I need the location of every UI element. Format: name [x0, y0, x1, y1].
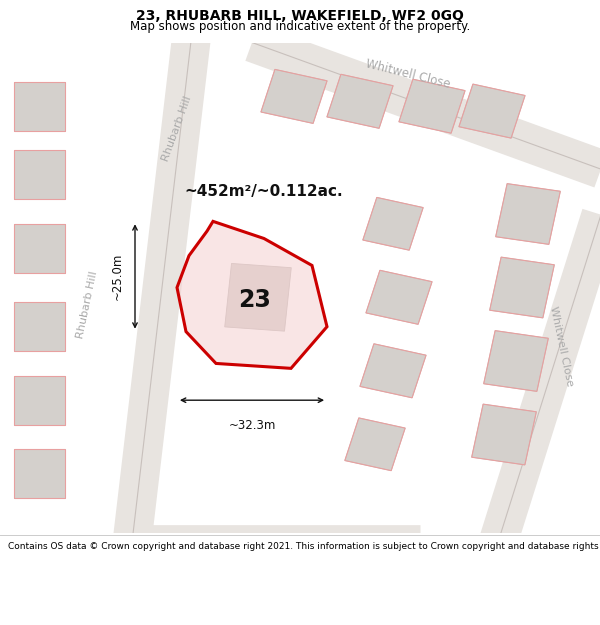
- Polygon shape: [363, 198, 423, 250]
- Text: Whitwell Close: Whitwell Close: [548, 306, 574, 388]
- Text: Whitwell Close: Whitwell Close: [364, 58, 452, 91]
- Polygon shape: [484, 331, 548, 391]
- Polygon shape: [399, 79, 465, 133]
- Text: ~25.0m: ~25.0m: [111, 253, 124, 300]
- Polygon shape: [261, 69, 327, 123]
- Text: Map shows position and indicative extent of the property.: Map shows position and indicative extent…: [130, 20, 470, 33]
- Polygon shape: [14, 150, 65, 199]
- Polygon shape: [496, 184, 560, 244]
- Polygon shape: [14, 224, 65, 272]
- Polygon shape: [14, 302, 65, 351]
- Text: Contains OS data © Crown copyright and database right 2021. This information is : Contains OS data © Crown copyright and d…: [8, 542, 600, 551]
- Polygon shape: [490, 257, 554, 318]
- Text: Rhubarb Hill: Rhubarb Hill: [161, 94, 193, 162]
- Polygon shape: [327, 74, 393, 128]
- Polygon shape: [345, 418, 405, 471]
- Text: Rhubarb Hill: Rhubarb Hill: [75, 270, 99, 339]
- Text: ~452m²/~0.112ac.: ~452m²/~0.112ac.: [185, 184, 343, 199]
- Polygon shape: [14, 82, 65, 131]
- Polygon shape: [14, 376, 65, 425]
- Polygon shape: [14, 449, 65, 498]
- Text: 23, RHUBARB HILL, WAKEFIELD, WF2 0GQ: 23, RHUBARB HILL, WAKEFIELD, WF2 0GQ: [136, 9, 464, 22]
- Polygon shape: [459, 84, 525, 138]
- Polygon shape: [360, 344, 426, 398]
- Polygon shape: [366, 270, 432, 324]
- Text: ~32.3m: ~32.3m: [229, 419, 275, 432]
- Text: 23: 23: [239, 288, 271, 312]
- Polygon shape: [472, 404, 536, 465]
- Polygon shape: [177, 221, 327, 368]
- Polygon shape: [225, 263, 291, 331]
